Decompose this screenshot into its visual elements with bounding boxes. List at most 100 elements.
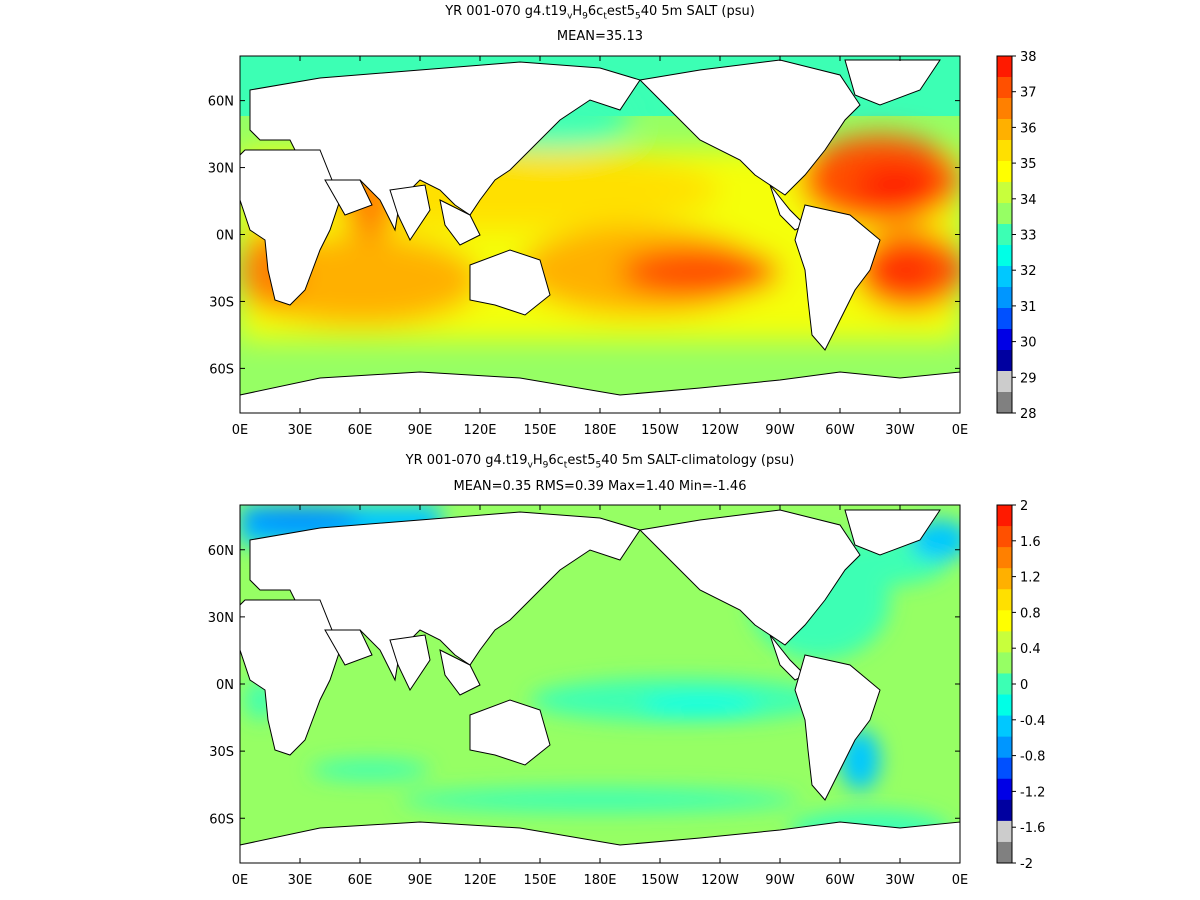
colorbar-label: 30 bbox=[1020, 336, 1037, 351]
y-tick-label: 30N bbox=[208, 611, 234, 626]
land-africa bbox=[239, 149, 341, 306]
y-tick-label: 30S bbox=[209, 745, 234, 760]
land-south-america bbox=[794, 204, 881, 351]
y-tick-label: 0N bbox=[216, 678, 234, 693]
land-india bbox=[389, 184, 431, 242]
land-australia bbox=[469, 699, 551, 766]
x-tick-label: 120W bbox=[701, 873, 739, 888]
colorbar-swatch bbox=[997, 547, 1012, 569]
colorbar-swatch bbox=[997, 245, 1012, 267]
x-tick-label: 150E bbox=[523, 873, 556, 888]
colorbar-swatch bbox=[997, 736, 1012, 759]
colorbar-label: 37 bbox=[1020, 86, 1037, 101]
colorbar-swatch bbox=[997, 568, 1012, 590]
colorbar-swatch bbox=[997, 287, 1012, 309]
colorbar-swatch bbox=[997, 526, 1012, 548]
x-tick-label: 60E bbox=[348, 873, 373, 888]
land-arabia bbox=[324, 179, 373, 216]
colorbar-label: -1.2 bbox=[1020, 785, 1045, 800]
x-tick-label: 0E bbox=[952, 423, 969, 438]
colorbar-swatch bbox=[997, 715, 1012, 738]
colorbar-swatch bbox=[997, 77, 1012, 99]
colorbar-label: 29 bbox=[1020, 371, 1037, 386]
colorbar-label: 33 bbox=[1020, 229, 1037, 244]
y-tick-label: 0N bbox=[216, 229, 234, 244]
colorbar-swatch bbox=[997, 203, 1012, 225]
colorbar-swatch bbox=[997, 371, 1012, 393]
x-tick-label: 180E bbox=[583, 873, 616, 888]
x-tick-label: 60W bbox=[825, 873, 855, 888]
colorbar-swatch bbox=[997, 308, 1012, 330]
land-africa bbox=[239, 599, 341, 756]
colorbar-label: 0.4 bbox=[1020, 642, 1041, 657]
x-tick-label: 180E bbox=[583, 423, 616, 438]
colorbar-swatch bbox=[997, 799, 1012, 822]
land-south-america bbox=[794, 654, 881, 801]
colorbar-swatch bbox=[997, 778, 1012, 801]
colorbar-label: 36 bbox=[1020, 121, 1037, 136]
land-north-america bbox=[638, 509, 861, 646]
top-map-subtitle: MEAN=35.13 bbox=[556, 29, 644, 44]
land-greenland bbox=[844, 59, 941, 106]
colorbar-swatch bbox=[997, 631, 1012, 653]
top-land-masses bbox=[239, 59, 961, 414]
colorbar-label: -0.8 bbox=[1020, 750, 1045, 765]
colorbar-label: 0.8 bbox=[1020, 606, 1041, 621]
top-axis-ticks: 0E 30E 60E 90E 120E 150E 180E 150W 120W 90W 60W 30W… bbox=[208, 56, 969, 438]
land-se-asia bbox=[439, 199, 481, 246]
x-tick-label: 60E bbox=[348, 423, 373, 438]
x-tick-label: 30E bbox=[288, 423, 313, 438]
x-tick-label: 0E bbox=[232, 423, 249, 438]
colorbar-swatch bbox=[997, 119, 1012, 141]
colorbar-swatch bbox=[997, 841, 1012, 864]
colorbar-swatch bbox=[997, 329, 1012, 351]
colorbar-label: -2 bbox=[1020, 857, 1033, 872]
colorbar-label: 0 bbox=[1020, 678, 1028, 693]
x-tick-label: 30E bbox=[288, 873, 313, 888]
colorbar-swatch bbox=[997, 350, 1012, 372]
bottom-land-masses bbox=[239, 509, 961, 864]
land-india bbox=[389, 634, 431, 692]
colorbar-swatch bbox=[997, 694, 1012, 717]
y-tick-label: 30S bbox=[209, 295, 234, 310]
colorbar-label: -0.4 bbox=[1020, 714, 1045, 729]
x-tick-label: 120E bbox=[463, 873, 496, 888]
colorbar-label: 28 bbox=[1020, 407, 1037, 422]
colorbar-label: 35 bbox=[1020, 157, 1037, 172]
colorbar-swatch bbox=[997, 392, 1012, 414]
x-tick-label: 90W bbox=[765, 873, 795, 888]
x-tick-label: 150W bbox=[641, 873, 679, 888]
bottom-map-subtitle: MEAN=0.35 RMS=0.39 Max=1.40 Min=-1.46 bbox=[453, 479, 747, 494]
x-tick-label: 150W bbox=[641, 423, 679, 438]
colorbar-swatch bbox=[997, 589, 1012, 611]
colorbar-label: 1.6 bbox=[1020, 535, 1041, 550]
x-tick-label: 90W bbox=[765, 423, 795, 438]
colorbar-swatch bbox=[997, 98, 1012, 120]
colorbar-swatch bbox=[997, 505, 1012, 527]
colorbar-swatch bbox=[997, 161, 1012, 183]
colorbar-swatch bbox=[997, 224, 1012, 246]
x-tick-label: 30W bbox=[885, 423, 915, 438]
y-tick-label: 60S bbox=[209, 812, 234, 827]
x-tick-label: 120E bbox=[463, 423, 496, 438]
land-se-asia bbox=[439, 649, 481, 696]
land-north-america bbox=[638, 59, 861, 196]
x-tick-label: 90E bbox=[408, 873, 433, 888]
bottom-salinity-anomaly-map: 0E 30E 60E 90E 120E 150E 180E 150W 120W 90W 60W 30W… bbox=[208, 499, 1046, 888]
y-tick-label: 60N bbox=[208, 95, 234, 110]
top-map-title: YR 001-070 g4.t19vH96ctest5540 5m SALT (… bbox=[445, 4, 755, 22]
y-tick-label: 60S bbox=[209, 362, 234, 377]
land-arabia bbox=[324, 629, 373, 666]
colorbar-label: 34 bbox=[1020, 193, 1037, 208]
x-tick-label: 0E bbox=[952, 873, 969, 888]
colorbar-label: 31 bbox=[1020, 300, 1037, 315]
bottom-map-title: YR 001-070 g4.t19vH96ctest5540 5m SALT-c… bbox=[405, 453, 795, 471]
x-tick-label: 120W bbox=[701, 423, 739, 438]
colorbar-swatch bbox=[997, 820, 1012, 843]
y-tick-label: 60N bbox=[208, 544, 234, 559]
land-australia bbox=[469, 249, 551, 316]
y-tick-label: 30N bbox=[208, 162, 234, 177]
colorbar-label: 32 bbox=[1020, 264, 1037, 279]
x-tick-label: 150E bbox=[523, 423, 556, 438]
x-tick-label: 60W bbox=[825, 423, 855, 438]
